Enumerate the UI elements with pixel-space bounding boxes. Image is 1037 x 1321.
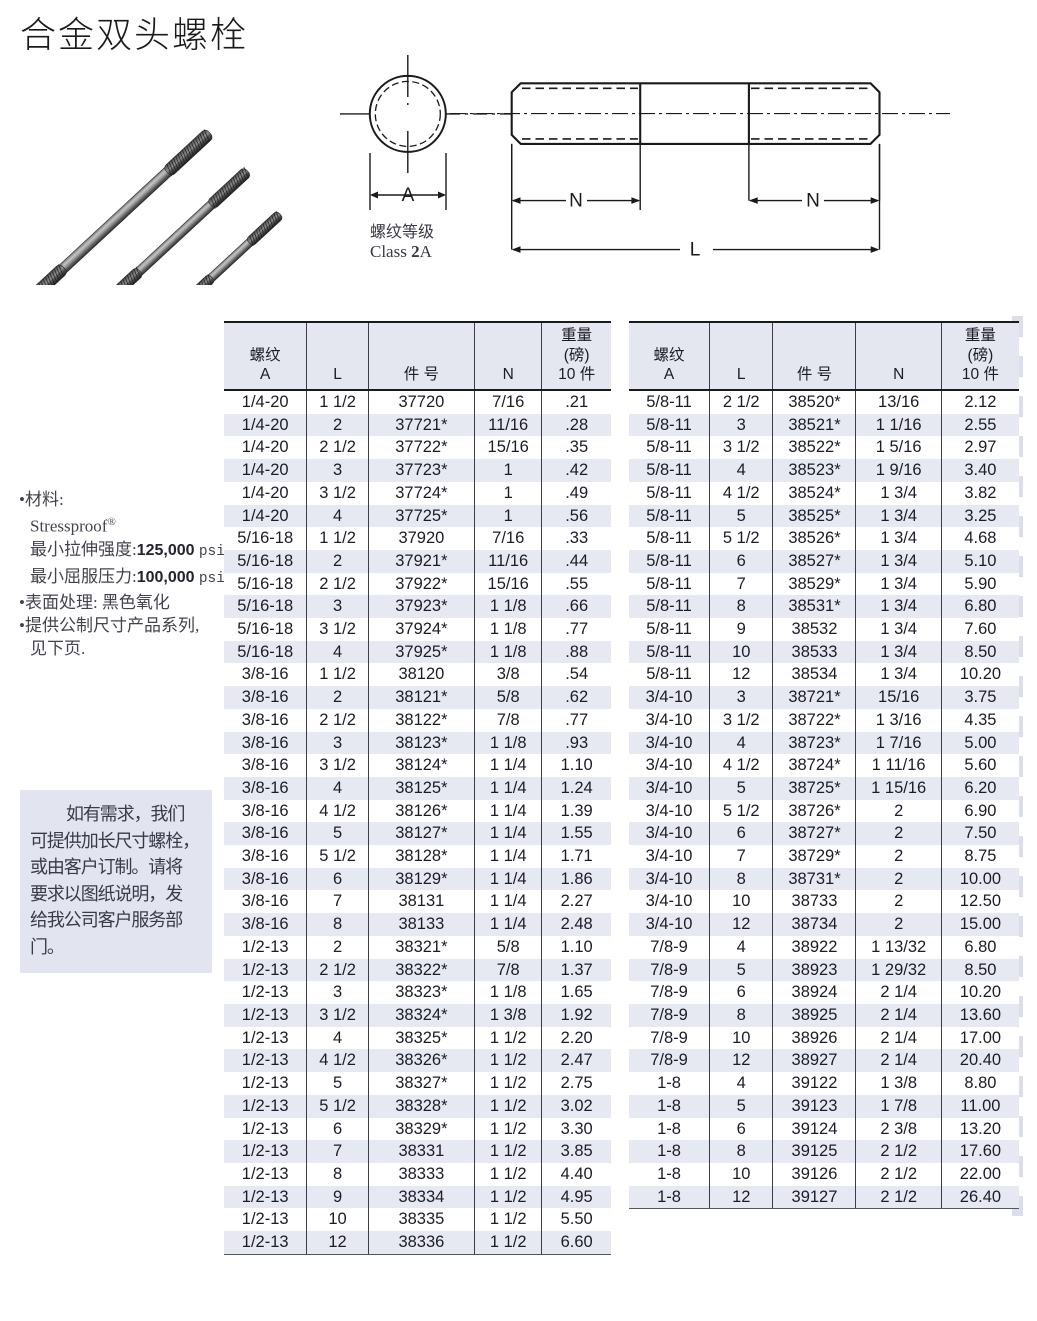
svg-text:螺纹等级: 螺纹等级 [370, 223, 434, 241]
svg-text:Class 2A: Class 2A [370, 242, 433, 261]
svg-text:L: L [690, 240, 701, 261]
svg-text:A: A [402, 185, 415, 206]
svg-text:N: N [806, 191, 820, 212]
svg-text:N: N [569, 191, 583, 212]
